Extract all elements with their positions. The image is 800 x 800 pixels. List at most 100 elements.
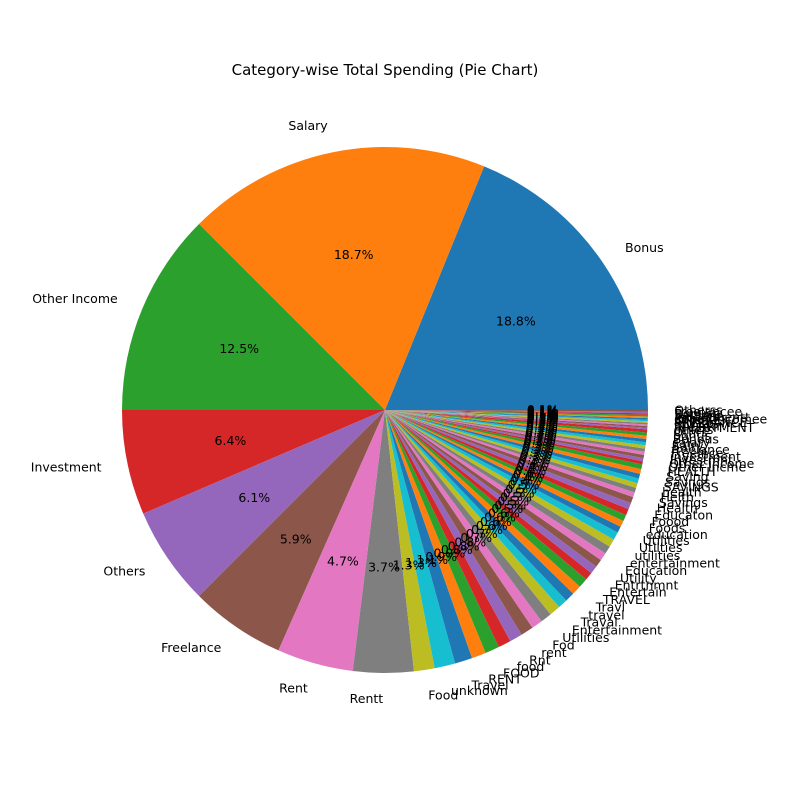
pie-slice-14-food (385, 410, 511, 648)
pie-percent-22: 0.6% (484, 510, 516, 525)
pie-label-44: Other Incme (668, 460, 746, 475)
pie-percent-labels: 18.8%18.7%12.5%6.4%6.1%5.9%4.7% 3.7%1.3%1… (215, 247, 559, 574)
pie-percent-15: 0.8% (448, 538, 480, 553)
pie-slice-61-other-incomee (385, 410, 648, 420)
pie-slice-42-saving (385, 410, 642, 474)
pie-slice-56-investment (385, 410, 648, 428)
pie-slice-31-utilities (385, 410, 621, 533)
pie-label-2: Salary (288, 118, 328, 133)
pie-percent-35: 0.4% (516, 459, 548, 474)
pie-percent-28: 0.5% (503, 486, 535, 501)
pie-slice-28-entertainment (385, 410, 610, 554)
pie-percent-49: 0.2% (525, 424, 557, 439)
pie-percent-23: 0.6% (488, 505, 520, 520)
pie-label-60: OTHERS (674, 413, 725, 428)
pie-slice-24-entertain (385, 410, 592, 580)
pie-percent-33: 0.4% (513, 466, 545, 481)
pie-label-11: Travel (471, 678, 509, 693)
pie-label-49: freelance (671, 442, 730, 457)
pie-percent-25: 0.5% (494, 497, 526, 512)
pie-slice-20-traval (385, 410, 567, 608)
pie-label-10: unknown (451, 683, 508, 698)
pie-label-33: Foods (649, 520, 686, 535)
pie-percent-38: 0.3% (519, 450, 551, 465)
pie-label-4: Investment (31, 460, 102, 475)
pie-percent-8: 3.7% (368, 559, 400, 574)
pie-percent-2: 18.7% (334, 247, 374, 262)
pie-percent-65: 0.1% (527, 403, 559, 418)
pie-slice-55-others (385, 410, 648, 430)
pie-percent-16: 0.8% (454, 534, 486, 549)
pie-slice-34-foood (385, 410, 629, 516)
pie-label-41: Savngs (665, 474, 710, 489)
pie-slice-18-utilities (385, 410, 551, 622)
pie-percent-56: 0.1% (527, 412, 559, 427)
pie-percent-21: 0.6% (480, 514, 512, 529)
pie-label-29: utilities (635, 548, 681, 563)
pie-label-57: SALARY (674, 418, 722, 433)
pie-slice-7-rent (278, 410, 385, 672)
pie-percent-40: 0.3% (521, 444, 553, 459)
pie-percent-5: 6.1% (238, 490, 270, 505)
pie-percent-12: 0.9% (425, 549, 457, 564)
pie-percent-1: 18.8% (496, 313, 536, 328)
pie-slice-25-entrtnmnt (385, 410, 597, 574)
pie-percent-20: 0.6% (476, 518, 508, 533)
pie-slice-36-health (385, 410, 634, 504)
pie-slice-40-savings (385, 410, 639, 484)
pie-label-48: Freelnce (671, 446, 724, 461)
pie-label-16: rent (541, 645, 566, 660)
pie-percent-41: 0.3% (522, 441, 554, 456)
pie-label-37: Savings (659, 495, 708, 510)
pie-slice-12-rent (385, 410, 486, 659)
pie-percent-59: 0.1% (527, 409, 559, 424)
pie-label-3: Other Income (32, 291, 118, 306)
pie-percent-6: 5.9% (280, 532, 312, 547)
pie-percent-64: 0.1% (527, 404, 559, 419)
pie-label-23: TRAVEL (602, 592, 650, 607)
pie-label-59: FREELANCE (674, 415, 748, 430)
pie-label-46: Investmnt (670, 453, 733, 468)
pie-percent-43: 0.3% (523, 436, 555, 451)
pie-label-7: Rent (279, 680, 308, 695)
pie-percent-9: 1.3% (393, 558, 425, 573)
pie-label-34: Foood (652, 514, 690, 529)
pie-slice-1-bonus (385, 166, 648, 410)
pie-slice-57-salary (385, 410, 648, 427)
pie-label-24: Entertain (609, 584, 667, 599)
pie-slice-62-investmentt (385, 410, 648, 419)
pie-label-58: BONUS (674, 417, 719, 432)
pie-percent-7: 4.7% (327, 554, 359, 569)
pie-percent-51: 0.2% (526, 420, 558, 435)
pie-slice-29-utilities (385, 410, 614, 547)
pie-label-31: Utilities (643, 533, 690, 548)
pie-percent-27: 0.5% (500, 490, 532, 505)
pie-slice-4-investment (122, 410, 385, 514)
pie-percent-61: 0.1% (527, 407, 559, 422)
pie-slice-46-investmnt (385, 410, 645, 459)
chart-title: Category-wise Total Spending (Pie Chart) (232, 61, 539, 79)
pie-percent-66: 0.1% (527, 402, 559, 417)
pie-label-15: Rnt (529, 652, 551, 667)
pie-percent-13: 0.9% (434, 546, 466, 561)
pie-slice-5-others (143, 410, 385, 596)
pie-label-45: Other income (669, 456, 755, 471)
pie-slice-65-freelancee (385, 410, 648, 414)
pie-slice-17-fod (385, 410, 542, 628)
pie-label-9: Food (428, 688, 458, 703)
pie-category-labels: Bonus Salary Other Income Investment Others F… (31, 118, 768, 706)
pie-percent-29: 0.5% (505, 481, 537, 496)
pie-slice-49-freelance (385, 410, 646, 449)
pie-percent-42: 0.3% (523, 438, 555, 453)
pie-slice-41-savngs (385, 410, 641, 479)
pie-slice-11-travel (385, 410, 473, 664)
pie-slice-48-freelnce (385, 410, 646, 452)
pie-slice-59-freelance (385, 410, 648, 423)
pie-slice-8-rentt (352, 410, 414, 674)
pie-percent-10: 1.3% (405, 555, 437, 570)
pie-slice-9-food (385, 410, 435, 672)
pie-percent-30: 0.5% (508, 477, 540, 492)
pie-label-21: travel (588, 607, 624, 622)
pie-label-52: Bonous (673, 432, 719, 447)
